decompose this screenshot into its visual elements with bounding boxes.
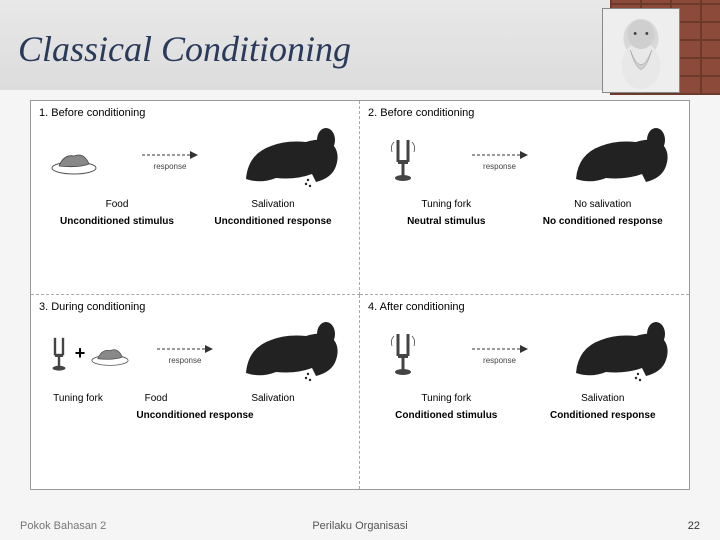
panel-1-dog (231, 124, 351, 194)
panel-2-stim-label: Tuning fork (368, 199, 525, 210)
panel-4-stimulus-fork (368, 330, 438, 376)
panel-2-dog (561, 124, 681, 194)
panel-4-stim-term: Conditioned stimulus (368, 410, 525, 421)
panel-3-stimulus-combo: + (39, 333, 139, 373)
panel-4-after: 4. After conditioning response (360, 295, 689, 489)
panel-4-arrow: response (444, 342, 555, 365)
panel-3-stim-b: Food (117, 393, 195, 404)
panel-2-title: 2. Before conditioning (368, 107, 681, 119)
panel-2-arrow: response (444, 148, 555, 171)
footer-left: Pokok Bahasan 2 (20, 520, 106, 532)
panel-1-stim-label: Food (39, 199, 195, 210)
panel-2-stim-term: Neutral stimulus (368, 216, 525, 227)
panel-2-before: 2. Before conditioning response (360, 101, 689, 295)
panel-3-stim-a: Tuning fork (39, 393, 117, 404)
pavlov-portrait (602, 8, 680, 93)
panel-4-stim-label: Tuning fork (368, 393, 525, 404)
panel-1-stim-term: Unconditioned stimulus (39, 216, 195, 227)
panel-1-title: 1. Before conditioning (39, 107, 351, 119)
panel-2-stimulus-fork (368, 136, 438, 182)
slide-footer: Pokok Bahasan 2 Perilaku Organisasi 22 (0, 520, 720, 532)
panel-1-before: 1. Before conditioning response (31, 101, 360, 295)
panel-4-dog (561, 318, 681, 388)
panel-2-resp-term: No conditioned response (525, 216, 682, 227)
slide-title: Classical Conditioning (18, 28, 351, 70)
panel-3-during: 3. During conditioning + response (31, 295, 360, 489)
conditioning-diagram: 1. Before conditioning response (30, 100, 690, 490)
footer-center: Perilaku Organisasi (312, 520, 407, 532)
page-number: 22 (688, 520, 700, 532)
panel-4-title: 4. After conditioning (368, 301, 681, 313)
plus-icon: + (75, 343, 86, 364)
panel-3-resp-label: Salivation (195, 393, 351, 404)
panel-1-resp-label: Salivation (195, 199, 351, 210)
panel-2-resp-label: No salivation (525, 199, 682, 210)
panel-3-arrow: response (145, 342, 225, 365)
panel-3-resp-term: Unconditioned response (39, 410, 351, 421)
panel-1-resp-term: Unconditioned response (195, 216, 351, 227)
panel-4-resp-term: Conditioned response (525, 410, 682, 421)
panel-1-arrow: response (115, 148, 225, 171)
panel-3-title: 3. During conditioning (39, 301, 351, 313)
panel-3-dog (231, 318, 351, 388)
panel-4-resp-label: Salivation (525, 393, 682, 404)
panel-1-stimulus-food (39, 142, 109, 176)
